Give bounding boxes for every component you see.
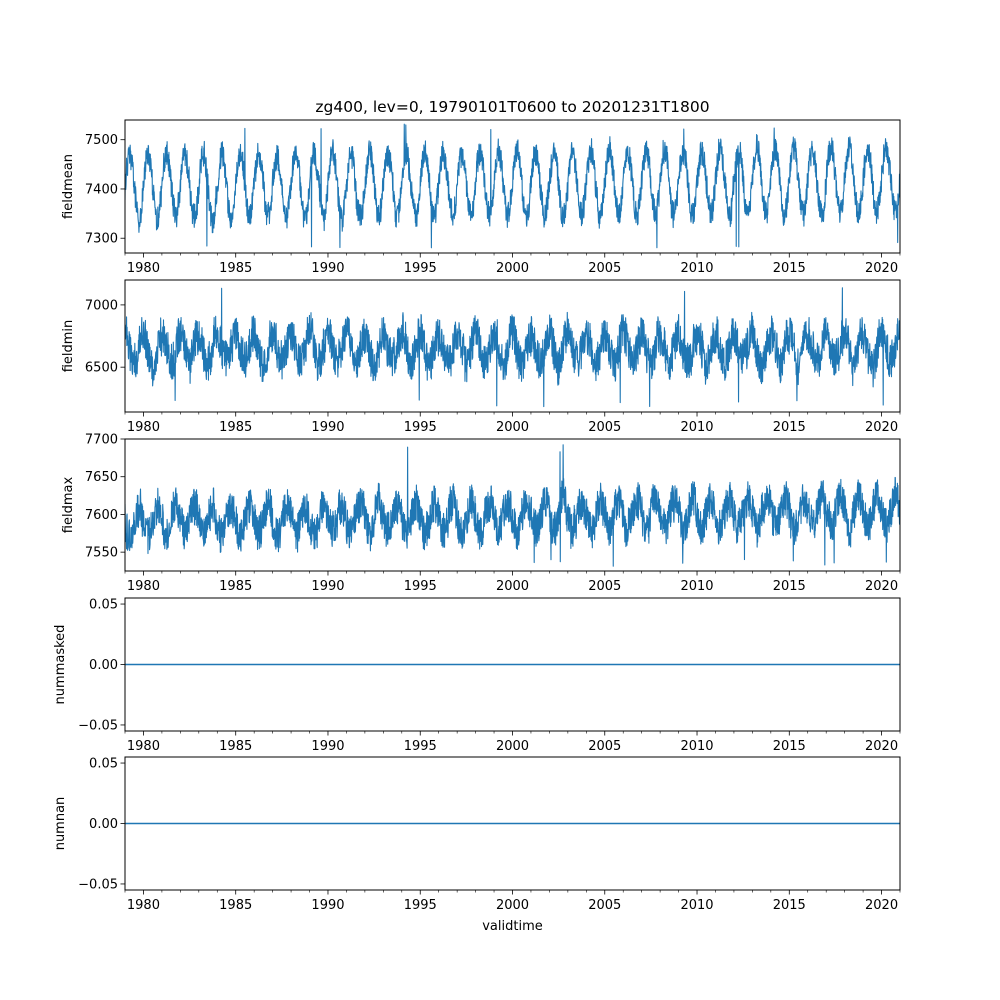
y-axis-label: nummasked	[53, 625, 68, 705]
x-tick-label: 1985	[219, 739, 252, 754]
x-tick-label: 2010	[680, 261, 713, 276]
x-tick-label: 2000	[496, 579, 529, 594]
y-tick-label: 6500	[85, 361, 118, 376]
x-tick-label: 2020	[865, 898, 898, 913]
x-tick-label: 1985	[219, 261, 252, 276]
y-tick-label: 7400	[85, 182, 118, 197]
x-tick-label: 1990	[311, 579, 344, 594]
x-tick-label: 2015	[773, 579, 806, 594]
y-tick-label: 7000	[85, 298, 118, 313]
x-tick-label: 1980	[127, 420, 160, 435]
y-tick-label: 0.00	[89, 817, 118, 832]
y-tick-label: 7700	[85, 433, 118, 448]
x-tick-label: 2020	[865, 739, 898, 754]
x-tick-label: 1985	[219, 579, 252, 594]
y-axis-label: fieldmean	[61, 154, 76, 219]
series-line-fieldmean	[125, 123, 900, 249]
x-tick-label: 2015	[773, 739, 806, 754]
x-tick-label: 1985	[219, 420, 252, 435]
x-tick-label: 1980	[127, 261, 160, 276]
series-line-fieldmax	[125, 444, 900, 567]
y-axis-label: fieldmin	[61, 320, 76, 373]
y-tick-label: −0.05	[78, 877, 118, 892]
x-tick-label: 1990	[311, 898, 344, 913]
x-tick-label: 2000	[496, 420, 529, 435]
y-tick-label: 0.05	[89, 598, 118, 613]
subplot-fieldmin: 1980 1985 1990 1995 2000 2005 2010 2015 2020 6500…	[61, 279, 901, 435]
x-tick-label: 1995	[404, 261, 437, 276]
x-tick-label: 1995	[404, 739, 437, 754]
subplot-fieldmax: 1980 1985 1990 1995 2000 2005 2010 2015 2020 7550…	[61, 433, 901, 594]
y-tick-label: 7600	[85, 508, 118, 523]
x-tick-label: 2010	[680, 420, 713, 435]
x-tick-label: 2015	[773, 898, 806, 913]
y-tick-label: 7550	[85, 546, 118, 561]
x-axis-label: validtime	[482, 919, 543, 934]
x-tick-label: 1980	[127, 579, 160, 594]
x-tick-label: 1980	[127, 898, 160, 913]
x-tick-label: 1995	[404, 898, 437, 913]
x-tick-label: 2020	[865, 261, 898, 276]
x-tick-label: 2000	[496, 739, 529, 754]
x-tick-label: 2015	[773, 261, 806, 276]
y-tick-label: −0.05	[78, 718, 118, 733]
y-tick-label: 7650	[85, 470, 118, 485]
x-tick-label: 2010	[680, 739, 713, 754]
x-tick-label: 2005	[588, 420, 621, 435]
subplot-nummasked: 1980 1985 1990 1995 2000 2005 2010 2015 2020 −0.0…	[53, 597, 901, 754]
x-tick-label: 1990	[311, 420, 344, 435]
y-tick-label: 7500	[85, 133, 118, 148]
series-line-fieldmin	[125, 287, 900, 408]
x-tick-label: 1990	[311, 739, 344, 754]
y-axis-label: numnan	[53, 797, 68, 851]
y-axis-label: fieldmax	[61, 477, 76, 534]
x-tick-label: 2000	[496, 261, 529, 276]
y-tick-label: 0.05	[89, 757, 118, 772]
x-tick-label: 1980	[127, 739, 160, 754]
x-tick-label: 2005	[588, 261, 621, 276]
x-tick-label: 2000	[496, 898, 529, 913]
x-tick-label: 2005	[588, 579, 621, 594]
x-tick-label: 2010	[680, 579, 713, 594]
x-tick-label: 2020	[865, 420, 898, 435]
y-tick-label: 7300	[85, 232, 118, 247]
x-tick-label: 2015	[773, 420, 806, 435]
subplot-fieldmean: 1980 1985 1990 1995 2000 2005 2010 2015 2020 7300…	[61, 98, 901, 276]
x-tick-label: 2005	[588, 739, 621, 754]
x-tick-label: 2005	[588, 898, 621, 913]
x-tick-label: 1995	[404, 420, 437, 435]
y-tick-label: 0.00	[89, 658, 118, 673]
x-tick-label: 2020	[865, 579, 898, 594]
chart-title: zg400, lev=0, 19790101T0600 to 20201231T…	[315, 98, 709, 116]
subplot-numnan: 1980 1985 1990 1995 2000 2005 2010 2015 2020 −0.0…	[53, 756, 901, 934]
x-tick-label: 1995	[404, 579, 437, 594]
x-tick-label: 2010	[680, 898, 713, 913]
x-tick-label: 1990	[311, 261, 344, 276]
x-tick-label: 1985	[219, 898, 252, 913]
